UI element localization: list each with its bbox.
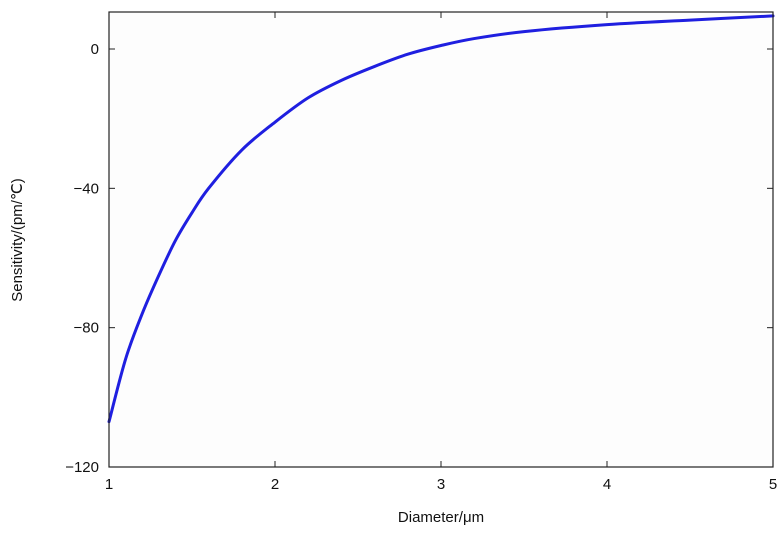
plot-background bbox=[109, 12, 773, 467]
y-axis-title: Sensitivity/(pm/℃) bbox=[9, 178, 26, 302]
x-axis-title: Diameter/μm bbox=[398, 509, 484, 526]
y-tick-label: −40 bbox=[74, 180, 99, 197]
y-tick-label: −120 bbox=[65, 459, 99, 476]
x-tick-label: 3 bbox=[437, 476, 445, 493]
series-layer bbox=[107, 14, 775, 424]
x-tick-label: 1 bbox=[105, 476, 113, 493]
x-tick-label: 5 bbox=[769, 476, 777, 493]
series-line bbox=[107, 14, 775, 424]
plot-frame bbox=[108, 11, 774, 468]
y-tick-label: 0 bbox=[91, 41, 99, 58]
y-tick-label: −80 bbox=[74, 320, 99, 337]
x-tick-label: 4 bbox=[603, 476, 611, 493]
x-tick-label: 2 bbox=[271, 476, 279, 493]
